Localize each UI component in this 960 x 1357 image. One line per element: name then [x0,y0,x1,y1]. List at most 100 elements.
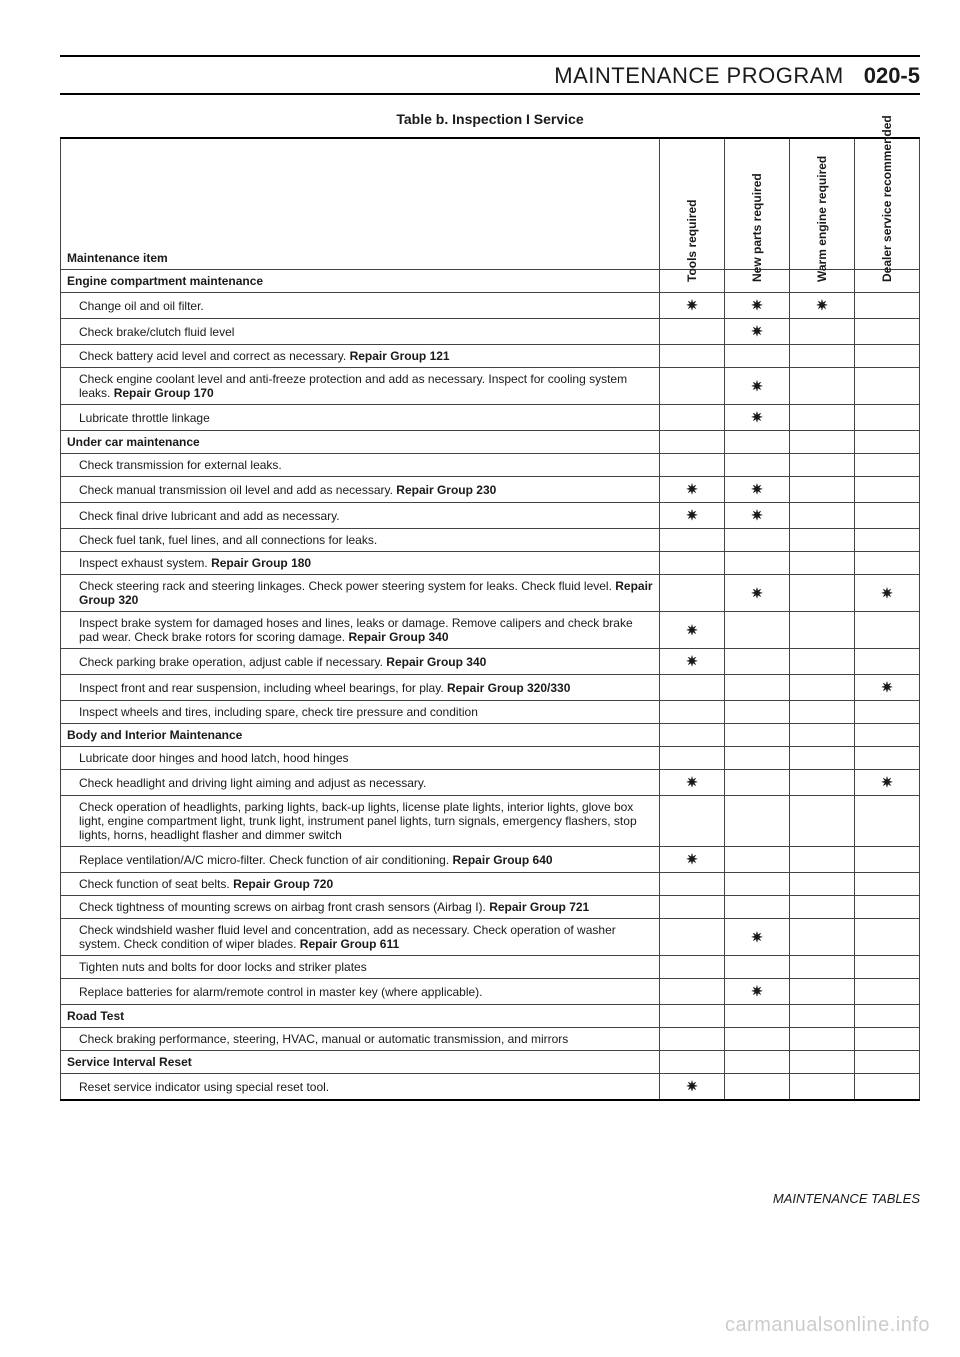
mark-cell: ✷ [725,979,790,1005]
maintenance-item: Check headlight and driving light aiming… [61,770,660,796]
maintenance-item: Inspect exhaust system. Repair Group 180 [61,552,660,575]
mark-cell [660,1051,725,1074]
mark-cell [660,405,725,431]
mark-cell [855,724,920,747]
mark-cell [790,747,855,770]
table-header-row: Maintenance item Tools required New part… [61,138,920,270]
maintenance-item: Check braking performance, steering, HVA… [61,1028,660,1051]
section-heading: Body and Interior Maintenance [61,724,660,747]
mark-cell [855,552,920,575]
mark-cell [790,477,855,503]
maintenance-item: Check operation of headlights, parking l… [61,796,660,847]
col-header-tools-label: Tools required [685,230,699,282]
mark-cell [790,919,855,956]
mark-cell [660,345,725,368]
mark-cell [790,701,855,724]
watermark: carmanualsonline.info [725,1314,930,1337]
mark-cell [855,956,920,979]
mark-cell [660,1005,725,1028]
header-rule-top [60,55,920,57]
mark-cell [725,896,790,919]
mark-cell [660,319,725,345]
table-row: Reset service indicator using special re… [61,1074,920,1101]
table-row: Check headlight and driving light aiming… [61,770,920,796]
mark-cell: ✷ [660,847,725,873]
mark-cell [725,796,790,847]
mark-cell [660,454,725,477]
mark-cell [790,796,855,847]
mark-cell [790,1028,855,1051]
maintenance-table-body: Engine compartment maintenanceChange oil… [61,270,920,1101]
mark-cell [855,612,920,649]
mark-cell [855,1005,920,1028]
table-section-row: Under car maintenance [61,431,920,454]
mark-cell: ✷ [660,1074,725,1101]
mark-cell [855,319,920,345]
mark-cell [790,503,855,529]
maintenance-item: Check transmission for external leaks. [61,454,660,477]
table-row: Check battery acid level and correct as … [61,345,920,368]
mark-cell [855,1028,920,1051]
section-heading: Road Test [61,1005,660,1028]
mark-cell [855,873,920,896]
mark-cell [725,724,790,747]
header-page-code: 020-5 [864,63,920,89]
maintenance-item: Lubricate throttle linkage [61,405,660,431]
maintenance-item: Check engine coolant level and anti-free… [61,368,660,405]
section-heading: Service Interval Reset [61,1051,660,1074]
section-heading: Engine compartment maintenance [61,270,660,293]
mark-cell [660,796,725,847]
mark-cell [855,529,920,552]
mark-cell [855,796,920,847]
mark-cell [855,293,920,319]
mark-cell [855,896,920,919]
mark-cell [660,1028,725,1051]
mark-cell: ✷ [725,405,790,431]
maintenance-item: Check function of seat belts. Repair Gro… [61,873,660,896]
mark-cell [790,979,855,1005]
maintenance-item: Check final drive lubricant and add as n… [61,503,660,529]
mark-cell [855,503,920,529]
mark-cell [855,1051,920,1074]
table-row: Check manual transmission oil level and … [61,477,920,503]
mark-cell: ✷ [855,575,920,612]
table-row: Check engine coolant level and anti-free… [61,368,920,405]
mark-cell [660,529,725,552]
mark-cell [790,319,855,345]
mark-cell [725,956,790,979]
mark-cell [790,405,855,431]
col-header-warm-label: Warm engine required [815,230,829,282]
mark-cell: ✷ [725,477,790,503]
mark-cell [660,368,725,405]
mark-cell [725,701,790,724]
mark-cell [790,1051,855,1074]
mark-cell [855,368,920,405]
table-section-row: Service Interval Reset [61,1051,920,1074]
mark-cell [660,919,725,956]
table-section-row: Body and Interior Maintenance [61,724,920,747]
mark-cell [790,770,855,796]
mark-cell: ✷ [660,649,725,675]
mark-cell: ✷ [660,612,725,649]
mark-cell [855,649,920,675]
mark-cell [855,919,920,956]
mark-cell [855,477,920,503]
mark-cell [790,847,855,873]
mark-cell: ✷ [660,293,725,319]
table-row: Check tightness of mounting screws on ai… [61,896,920,919]
mark-cell [660,701,725,724]
mark-cell [725,1028,790,1051]
maintenance-item: Replace ventilation/A/C micro-filter. Ch… [61,847,660,873]
col-header-tools: Tools required [660,138,725,270]
table-row: Check steering rack and steering linkage… [61,575,920,612]
col-header-parts-label: New parts required [750,230,764,282]
mark-cell [660,896,725,919]
maintenance-item: Inspect wheels and tires, including spar… [61,701,660,724]
mark-cell [660,873,725,896]
mark-cell [855,847,920,873]
mark-cell [855,701,920,724]
table-title: Table b. Inspection I Service [60,111,920,127]
table-row: Check transmission for external leaks. [61,454,920,477]
table-row: Inspect exhaust system. Repair Group 180 [61,552,920,575]
page-header: MAINTENANCE PROGRAM 020-5 [60,63,920,89]
